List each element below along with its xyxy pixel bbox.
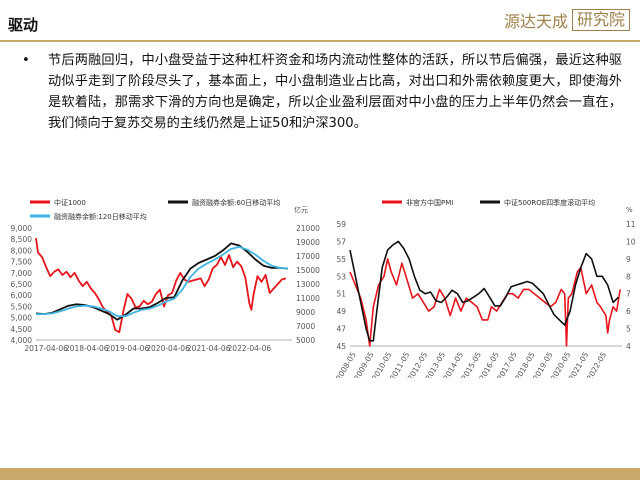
legend-label: 非官方中国PMI [406, 198, 453, 207]
left-tick-label: 7,000 [11, 269, 33, 278]
left-tick-label: 6,500 [11, 280, 33, 289]
right-axis-unit: % [626, 206, 633, 214]
right-tick-label: 5 [626, 325, 631, 334]
right-tick-label: 21000 [296, 224, 320, 233]
left-tick-label: 47 [336, 325, 346, 334]
right-tick-label: 13000 [296, 280, 320, 289]
x-tick-label: 2019-04-06 [106, 344, 150, 353]
right-tick-label: 10 [626, 237, 636, 246]
left-tick-label: 59 [336, 220, 346, 229]
legend-label: 中证1000 [54, 198, 86, 207]
chart-pmi-roe: 非官方中国PMI 中证500ROE四季度滚动平均%5957555351494745… [334, 198, 636, 378]
legend-label: 中证500ROE四季度滚动平均 [504, 198, 595, 207]
footer-bar [0, 468, 640, 480]
brand-box: 研究院 [571, 9, 630, 31]
left-tick-label: 8,500 [11, 235, 33, 244]
right-tick-label: 19000 [296, 238, 320, 247]
x-tick-label: 2021-04-06 [187, 344, 231, 353]
brand-logo: 源达天成 研究院 [504, 8, 630, 32]
header-divider [0, 40, 640, 42]
left-tick-label: 53 [336, 272, 346, 281]
x-tick-label: 2022-04-06 [228, 344, 272, 353]
left-tick-label: 4,000 [11, 336, 33, 345]
series-line [35, 237, 287, 334]
brand-name: 源达天成 [503, 12, 568, 31]
x-tick-label: 2018-04-06 [65, 344, 109, 353]
right-tick-label: 5000 [296, 336, 315, 345]
legend-label: 融资融券余额:60日移动平均 [192, 198, 280, 207]
right-tick-label: 7000 [296, 322, 315, 331]
left-tick-label: 51 [336, 290, 346, 299]
slide-title: 驱动 [8, 16, 39, 34]
right-tick-label: 11 [626, 220, 636, 229]
right-tick-label: 15000 [296, 266, 320, 275]
left-tick-label: 6,000 [11, 291, 33, 300]
right-tick-label: 11000 [296, 294, 320, 303]
x-tick-label: 2020-04-06 [146, 344, 190, 353]
right-tick-label: 17000 [296, 252, 320, 261]
left-tick-label: 57 [336, 237, 346, 246]
x-tick-label: 2017-04-06 [24, 344, 68, 353]
series-line [349, 240, 619, 342]
series-line [36, 246, 288, 318]
left-tick-label: 55 [336, 255, 346, 264]
legend-label: 融资融券余额:120日移动平均 [54, 212, 147, 221]
left-tick-label: 49 [336, 307, 346, 316]
bullet-text: 节后两融回归，中小盘受益于这种杠杆资金和场内流动性整体的活跃，所以节后偏强，最近… [48, 53, 622, 131]
left-tick-label: 4,500 [11, 325, 33, 334]
right-tick-label: 6 [626, 307, 631, 316]
left-tick-label: 9,000 [11, 224, 33, 233]
left-tick-label: 7,500 [11, 258, 33, 267]
right-tick-label: 8 [626, 272, 631, 281]
series-line [35, 242, 288, 321]
left-tick-label: 8,000 [11, 246, 33, 255]
right-tick-label: 7 [626, 290, 631, 299]
left-tick-label: 45 [336, 342, 346, 351]
left-tick-label: 5,000 [11, 314, 33, 323]
right-axis-unit: 亿元 [294, 205, 308, 214]
right-tick-label: 9 [626, 255, 631, 264]
bullet-paragraph: • 节后两融回归，中小盘受益于这种杠杆资金和场内流动性整体的活跃，所以节后偏强，… [22, 50, 622, 134]
right-tick-label: 4 [626, 342, 631, 351]
right-tick-label: 9000 [296, 308, 315, 317]
bullet-dot: • [22, 53, 30, 68]
left-tick-label: 5,500 [11, 302, 33, 311]
series-line [349, 258, 621, 347]
